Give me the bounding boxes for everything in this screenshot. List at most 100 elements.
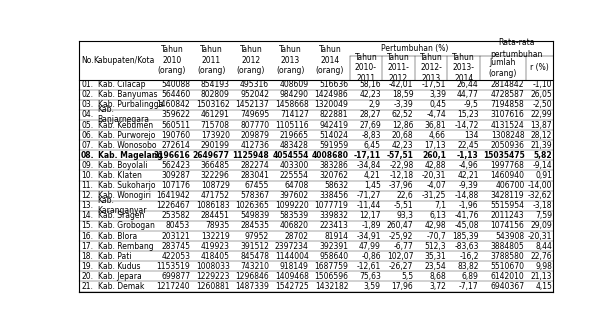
Text: 6940367: 6940367	[490, 282, 524, 291]
Text: 02.: 02.	[81, 90, 94, 99]
Text: Kab. Jepara: Kab. Jepara	[97, 272, 141, 281]
Text: 958640: 958640	[319, 252, 348, 261]
Text: 17,96: 17,96	[392, 282, 413, 291]
Text: -4,74: -4,74	[426, 111, 446, 119]
Text: 15,23: 15,23	[457, 111, 479, 119]
Text: 93,3: 93,3	[397, 211, 413, 220]
Text: 1458668: 1458668	[275, 100, 309, 109]
Text: 16.: 16.	[81, 232, 94, 240]
Text: 134: 134	[464, 131, 479, 139]
Text: 540088: 540088	[161, 80, 190, 89]
Text: Kab. Boyolali: Kab. Boyolali	[97, 161, 147, 170]
Text: 284451: 284451	[201, 211, 230, 220]
Text: 13,87: 13,87	[530, 120, 552, 130]
Text: Tahun
2012
(orang): Tahun 2012 (orang)	[237, 45, 265, 75]
Text: 422053: 422053	[161, 252, 190, 261]
Text: 1460842: 1460842	[156, 100, 190, 109]
Text: 1460940: 1460940	[490, 171, 524, 180]
Text: 3884805: 3884805	[491, 241, 524, 251]
Text: 284535: 284535	[240, 221, 269, 230]
Text: 04.: 04.	[81, 111, 94, 119]
Text: 408609: 408609	[280, 80, 309, 89]
Text: 0,45: 0,45	[429, 100, 446, 109]
Text: 7194858: 7194858	[491, 100, 524, 109]
Text: -83,63: -83,63	[454, 241, 479, 251]
Text: 1687759: 1687759	[314, 262, 348, 271]
Text: 3788580: 3788580	[491, 252, 524, 261]
Text: -4,07: -4,07	[426, 181, 446, 190]
Text: 391512: 391512	[240, 241, 269, 251]
Text: 412736: 412736	[240, 141, 269, 150]
Text: -4,96: -4,96	[459, 161, 479, 170]
Text: 714127: 714127	[280, 111, 309, 119]
Text: 1260881: 1260881	[197, 282, 230, 291]
Text: 282274: 282274	[240, 161, 269, 170]
Text: 418405: 418405	[201, 252, 230, 261]
Text: 13.: 13.	[81, 201, 94, 210]
Text: 1452137: 1452137	[235, 100, 269, 109]
Text: 20,68: 20,68	[392, 131, 413, 139]
Text: 822881: 822881	[320, 111, 348, 119]
Text: 1320049: 1320049	[314, 100, 348, 109]
Text: No.: No.	[81, 56, 94, 65]
Text: 1008033: 1008033	[196, 262, 230, 271]
Text: 22,6: 22,6	[397, 191, 413, 200]
Text: 483428: 483428	[280, 141, 309, 150]
Text: 3,72: 3,72	[429, 282, 446, 291]
Text: 578367: 578367	[240, 191, 269, 200]
Text: 28702: 28702	[285, 232, 309, 240]
Text: Kab. Kebumen: Kab. Kebumen	[97, 120, 153, 130]
Text: 225554: 225554	[280, 171, 309, 180]
Text: -1,89: -1,89	[362, 221, 381, 230]
Text: 366485: 366485	[201, 161, 230, 170]
Text: -3,18: -3,18	[532, 201, 552, 210]
Text: 0,91: 0,91	[535, 171, 552, 180]
Text: 2649677: 2649677	[193, 151, 230, 160]
Text: 942419: 942419	[319, 120, 348, 130]
Text: Kab. Wonogiri: Kab. Wonogiri	[97, 191, 150, 200]
Text: 5515954: 5515954	[490, 201, 524, 210]
Text: 1086183: 1086183	[196, 201, 230, 210]
Text: -1,96: -1,96	[459, 201, 479, 210]
Text: 4131524: 4131524	[491, 120, 524, 130]
Text: 7,1: 7,1	[434, 201, 446, 210]
Text: 28,12: 28,12	[530, 131, 552, 139]
Text: 5,82: 5,82	[533, 151, 552, 160]
Text: Kab. Banyumas: Kab. Banyumas	[97, 90, 157, 99]
Text: 854193: 854193	[201, 80, 230, 89]
Text: -2,50: -2,50	[532, 100, 552, 109]
Text: 1997768: 1997768	[490, 161, 524, 170]
Text: 223413: 223413	[319, 221, 348, 230]
Text: 495316: 495316	[240, 80, 269, 89]
Text: 3,59: 3,59	[364, 282, 381, 291]
Text: 2011243: 2011243	[491, 211, 524, 220]
Text: -14,88: -14,88	[455, 191, 479, 200]
Text: 6142010: 6142010	[491, 272, 524, 281]
Text: 1409468: 1409468	[275, 272, 309, 281]
Text: 1296846: 1296846	[235, 272, 269, 281]
Text: 1641942: 1641942	[156, 191, 190, 200]
Text: -14,72: -14,72	[454, 120, 479, 130]
Text: 08.: 08.	[81, 151, 94, 160]
Text: 383286: 383286	[319, 161, 348, 170]
Text: 19.: 19.	[81, 262, 94, 271]
Text: -5,51: -5,51	[394, 201, 413, 210]
Text: 3196616: 3196616	[153, 151, 190, 160]
Text: 17,13: 17,13	[424, 141, 446, 150]
Text: -16,2: -16,2	[459, 252, 479, 261]
Text: Kab. Klaten: Kab. Klaten	[97, 171, 142, 180]
Text: -45,08: -45,08	[454, 221, 479, 230]
Text: 6,13: 6,13	[429, 211, 446, 220]
Text: 42,21: 42,21	[457, 171, 479, 180]
Text: -9,39: -9,39	[459, 181, 479, 190]
Text: 22,45: 22,45	[457, 141, 479, 150]
Text: 403300: 403300	[280, 161, 309, 170]
Text: 1308248: 1308248	[491, 131, 524, 139]
Text: 952042: 952042	[240, 90, 269, 99]
Text: 11.: 11.	[81, 181, 94, 190]
Text: 44,77: 44,77	[457, 90, 479, 99]
Text: 516636: 516636	[319, 80, 348, 89]
Text: -20,31: -20,31	[422, 171, 446, 180]
Text: 22,99: 22,99	[530, 111, 552, 119]
Text: -9,5: -9,5	[464, 100, 479, 109]
